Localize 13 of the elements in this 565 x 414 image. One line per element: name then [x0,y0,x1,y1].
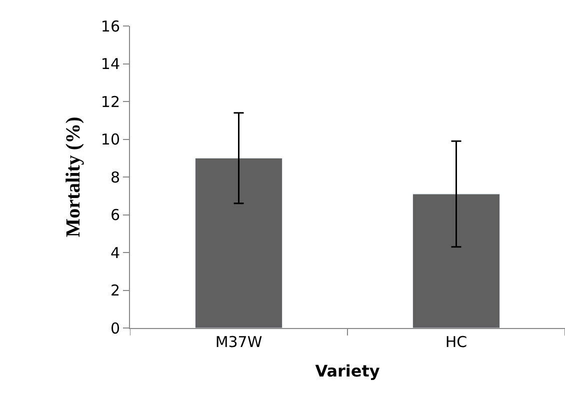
y-tick-label: 10 [100,130,120,148]
x-tick-label: M37W [215,333,262,351]
x-axis-title: Variety [315,362,380,381]
y-tick-label: 0 [110,319,120,338]
y-axis-title: Mortality (%) [62,116,84,238]
y-tick-label: 12 [100,92,120,111]
y-tick-label: 2 [110,282,120,300]
y-tick-label: 8 [110,168,120,186]
y-tick-label: 14 [100,55,120,73]
x-tick-label: HC [445,333,468,351]
y-tick-label: 4 [110,244,120,262]
y-tick-label: 6 [110,206,120,224]
y-tick-label: 16 [100,17,120,36]
